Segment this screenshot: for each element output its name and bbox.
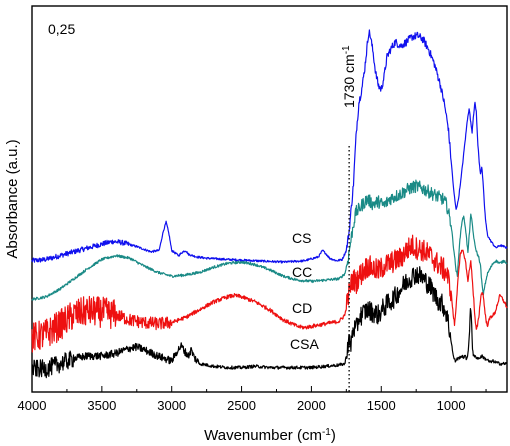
- series-layer: CS CC CD CSA: [31, 29, 508, 379]
- scale-label: 0,25: [48, 21, 75, 37]
- annotation-text: 1730 cm-1: [341, 45, 358, 108]
- x-tick-label: 3000: [157, 398, 186, 413]
- series-label-cs: CS: [292, 230, 311, 246]
- series-line-cd: [31, 234, 508, 353]
- x-tick-label: 2500: [227, 398, 256, 413]
- x-tick-label: 1500: [367, 398, 396, 413]
- series-label-csa: CSA: [290, 336, 319, 352]
- y-axis-title: Absorbance (a.u.): [4, 139, 21, 258]
- annotation-label: 1730 cm-1: [341, 45, 358, 108]
- x-axis-title-suffix: ): [331, 427, 336, 444]
- series-line-csa: [31, 266, 508, 379]
- series-label-cc: CC: [292, 264, 312, 280]
- annotation-text-sup: -1: [341, 45, 352, 54]
- series-line-cc: [31, 179, 508, 301]
- x-tick-label: 2000: [297, 398, 326, 413]
- series-label-cd: CD: [292, 300, 312, 316]
- x-tick-label: 3500: [87, 398, 116, 413]
- annotation-text-main: 1730 cm: [341, 54, 357, 108]
- series-line-cs: [31, 29, 508, 264]
- x-axis-title-main: Wavenumber (cm: [204, 427, 322, 444]
- x-axis-title: Wavenumber (cm-1): [204, 427, 336, 445]
- x-axis-title-sup: -1: [322, 427, 331, 438]
- x-tick-label: 1000: [437, 398, 466, 413]
- x-tick-label: 4000: [18, 398, 47, 413]
- x-axis-ticks: 4000 3500 3000 2500 2000 1500 1000: [18, 386, 487, 413]
